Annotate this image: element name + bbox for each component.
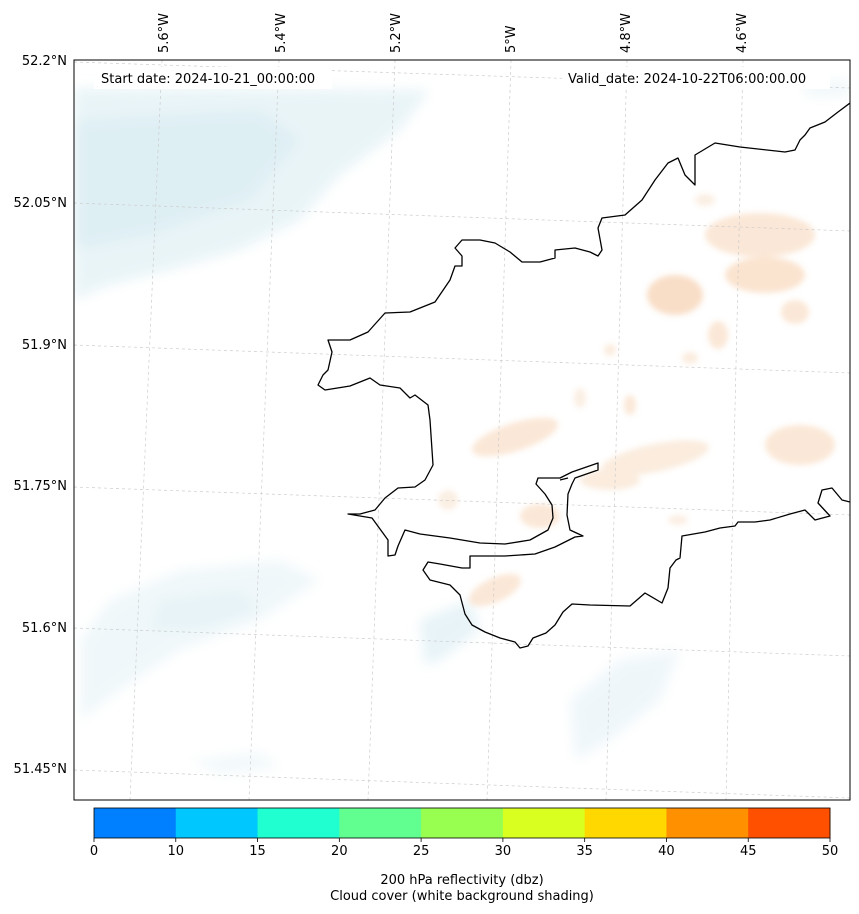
colorbar-cell: [502, 808, 586, 838]
valid-date-text: Valid_date: 2024-10-22T06:00:00.00: [568, 72, 806, 87]
map-frame: [73, 59, 851, 801]
colorbar-tick-label: 0: [90, 844, 98, 859]
valid-date-box: Valid_date: 2024-10-22T06:00:00.00: [562, 67, 830, 89]
lat-label: 51.45°N: [14, 762, 67, 777]
colorbar-tick-label: 20: [331, 844, 348, 859]
colorbar-ticks: 0 10 15 20 25 30 35 40 45 50: [90, 838, 838, 859]
colorbar-cell: [175, 808, 259, 838]
lat-label: 51.9°N: [22, 338, 67, 353]
lat-label: 51.75°N: [14, 479, 67, 494]
longitude-labels: 5.6°W 5.4°W 5.2°W 5°W 4.8°W 4.6°W: [157, 13, 750, 53]
colorbar-tick-label: 10: [168, 844, 185, 859]
colorbar-tick-label: 40: [658, 844, 675, 859]
colorbar-cell: [257, 808, 340, 838]
lon-label: 5.4°W: [274, 13, 289, 53]
map-panel: [74, 60, 850, 800]
colorbar-cells: [94, 808, 831, 838]
colorbar-tick-label: 35: [576, 844, 593, 859]
colorbar-cell: [666, 808, 749, 838]
colorbar-tick-label: 45: [740, 844, 757, 859]
colorbar: 0 10 15 20 25 30 35 40 45 50 200 hPa reflectivity…: [90, 807, 838, 904]
colorbar-tick-label: 30: [495, 844, 512, 859]
colorbar-frame: [93, 807, 831, 839]
coastline: [317, 102, 850, 649]
lon-label: 5.2°W: [389, 13, 404, 53]
colorbar-title-line1: 200 hPa reflectivity (dbz): [380, 873, 543, 888]
colorbar-cell: [94, 808, 177, 838]
colorbar-cell: [421, 808, 504, 838]
lon-label: 5.6°W: [157, 13, 172, 53]
colorbar-title-line2: Cloud cover (white background shading): [330, 889, 594, 904]
colorbar-tick-label: 50: [822, 844, 839, 859]
lon-label: 4.6°W: [735, 13, 750, 53]
reflectivity-shading: [438, 194, 835, 607]
colorbar-cell: [584, 808, 667, 838]
colorbar-tick-label: 25: [413, 844, 430, 859]
colorbar-cell: [748, 808, 831, 838]
latitude-labels: 52.2°N 52.05°N 51.9°N 51.75°N 51.6°N 51.…: [14, 54, 67, 777]
lat-label: 52.05°N: [14, 196, 67, 211]
lat-label: 51.6°N: [22, 621, 67, 636]
lon-label: 4.8°W: [619, 13, 634, 53]
start-date-text: Start date: 2024-10-21_00:00:00: [101, 72, 315, 87]
colorbar-cell: [339, 808, 422, 838]
start-date-box: Start date: 2024-10-21_00:00:00: [94, 67, 332, 89]
colorbar-tick-label: 15: [249, 844, 266, 859]
lat-label: 52.2°N: [22, 54, 67, 69]
lon-label: 5°W: [504, 25, 519, 53]
